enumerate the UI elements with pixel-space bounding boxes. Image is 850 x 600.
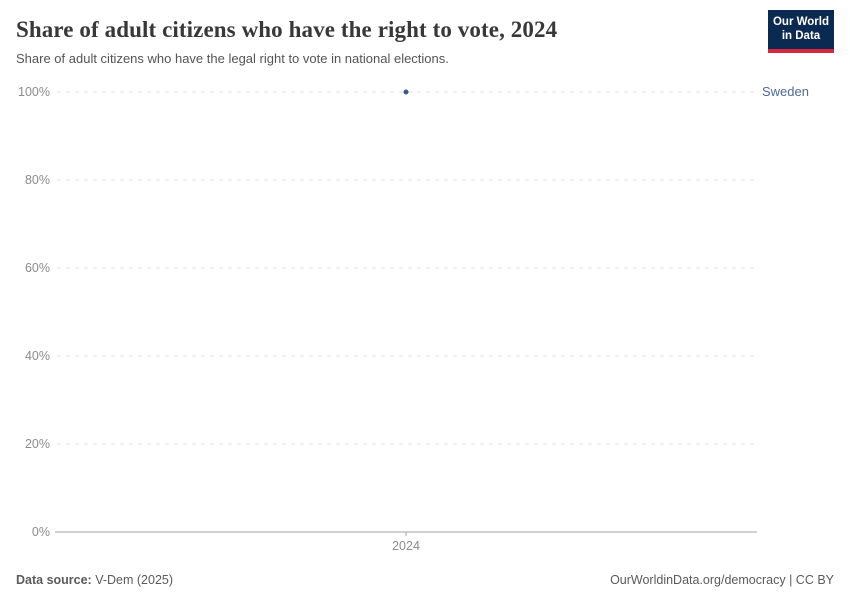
- data-source: Data source: V-Dem (2025): [16, 573, 173, 587]
- chart-footer: Data source: V-Dem (2025) OurWorldinData…: [16, 573, 834, 587]
- y-tick-label: 40%: [25, 349, 50, 363]
- footer-license-link[interactable]: OurWorldinData.org/democracy | CC BY: [610, 573, 834, 587]
- y-tick-label: 100%: [18, 85, 50, 99]
- data-point[interactable]: [403, 89, 409, 95]
- y-tick-label: 20%: [25, 437, 50, 451]
- page-title: Share of adult citizens who have the rig…: [16, 17, 558, 42]
- y-tick-label: 80%: [25, 173, 50, 187]
- y-tick-label: 0%: [32, 525, 50, 539]
- chart-header: Share of adult citizens who have the rig…: [0, 0, 850, 66]
- series-label[interactable]: Sweden: [762, 84, 809, 99]
- owid-logo[interactable]: Our World in Data: [768, 10, 834, 53]
- owid-logo-line1: Our World: [772, 15, 829, 28]
- owid-logo-line2: in Data: [781, 29, 821, 42]
- data-source-label: Data source:: [16, 573, 92, 587]
- data-source-value: V-Dem (2025): [91, 573, 174, 587]
- y-tick-label: 60%: [25, 261, 50, 275]
- chart-subtitle: Share of adult citizens who have the leg…: [16, 50, 449, 66]
- x-tick-label: 2024: [392, 539, 420, 553]
